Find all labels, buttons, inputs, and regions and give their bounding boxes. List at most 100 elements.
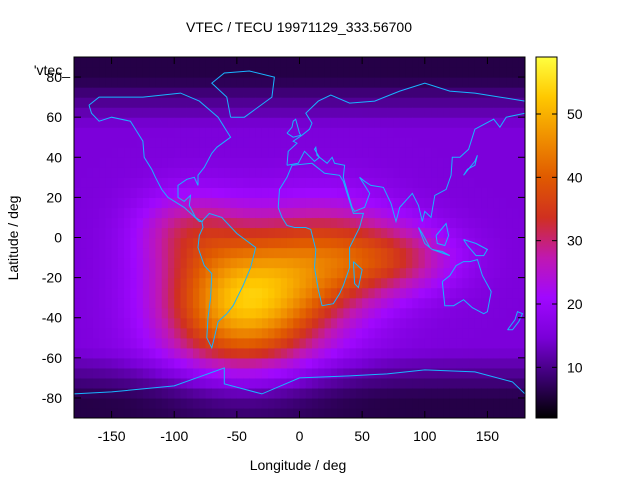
heat-cell: [174, 97, 182, 108]
heat-cell: [418, 317, 426, 329]
heat-cell: [449, 397, 457, 409]
heat-cell: [167, 337, 175, 349]
heat-cell: [481, 257, 489, 269]
heat-cell: [362, 117, 369, 128]
heat-cell: [362, 177, 369, 188]
heat-cell: [412, 337, 420, 349]
heat-cell: [124, 247, 131, 259]
heat-cell: [412, 267, 420, 279]
heat-cell: [405, 167, 413, 178]
heat-cell: [193, 357, 200, 369]
heat-cell: [236, 377, 244, 389]
heat-cell: [205, 327, 213, 339]
heat-cell: [180, 317, 188, 329]
heat-cell: [130, 387, 138, 399]
heat-cell: [487, 237, 495, 249]
heat-cell: [355, 267, 363, 279]
heat-cell: [130, 367, 138, 379]
heat-cell: [399, 97, 407, 108]
heat-cell: [468, 247, 476, 259]
heat-cell: [424, 57, 432, 68]
heat-cell: [261, 297, 269, 309]
heat-cell: [493, 177, 501, 188]
heat-cell: [330, 217, 338, 229]
heat-cell: [462, 217, 470, 229]
heat-cell: [205, 187, 213, 198]
heat-cell: [399, 137, 407, 148]
heat-cell: [155, 397, 163, 409]
heat-cell: [161, 317, 169, 329]
heat-cell: [124, 187, 131, 198]
heat-cell: [299, 67, 307, 78]
heat-cell: [324, 147, 332, 158]
heat-cell: [462, 77, 470, 88]
heat-cell: [318, 117, 326, 128]
heat-cell: [117, 377, 125, 389]
heat-cell: [286, 157, 294, 168]
heat-cell: [124, 357, 131, 369]
heat-cell: [518, 207, 525, 219]
heat-cell: [224, 187, 232, 198]
heat-cell: [456, 167, 463, 178]
heat-cell: [286, 297, 294, 309]
heat-cell: [393, 347, 401, 359]
heat-cell: [136, 197, 144, 209]
heat-cell: [111, 267, 119, 279]
heat-cell: [205, 357, 213, 369]
heat-cell: [424, 77, 432, 88]
heat-cell: [399, 77, 407, 88]
heat-cell: [261, 397, 269, 409]
heat-cell: [186, 247, 194, 259]
heat-cell: [443, 277, 451, 289]
heat-cell: [224, 277, 232, 289]
heat-cell: [405, 337, 413, 349]
heat-cell: [318, 77, 326, 88]
heat-cell: [512, 107, 520, 118]
heat-cell: [468, 117, 476, 128]
heat-cell: [180, 67, 188, 78]
heat-cell: [374, 287, 382, 299]
heat-cell: [487, 247, 495, 259]
heat-cell: [299, 227, 307, 239]
heat-cell: [130, 327, 138, 339]
heat-cell: [449, 377, 457, 389]
heat-cell: [437, 87, 445, 98]
heat-cell: [506, 307, 514, 319]
heat-cell: [286, 137, 294, 148]
heat-cell: [443, 67, 451, 78]
heat-cell: [243, 127, 250, 138]
heat-cell: [330, 347, 338, 359]
heat-cell: [512, 307, 520, 319]
heat-cell: [243, 177, 250, 188]
heat-cell: [393, 277, 401, 289]
heat-cell: [487, 107, 495, 118]
heat-cell: [468, 217, 476, 229]
heat-cell: [481, 267, 489, 279]
heat-cell: [174, 347, 182, 359]
heat-cell: [261, 87, 269, 98]
heat-cell: [255, 187, 263, 198]
heat-cell: [324, 367, 332, 379]
heat-cell: [506, 357, 514, 369]
heat-cell: [142, 117, 150, 128]
heat-cell: [449, 187, 457, 198]
heat-cell: [487, 257, 495, 269]
heat-cell: [362, 137, 369, 148]
heat-cell: [449, 137, 457, 148]
heat-cell: [136, 147, 144, 158]
heat-cell: [74, 217, 81, 229]
heat-cell: [337, 347, 344, 359]
heat-cell: [380, 107, 388, 118]
heat-cell: [468, 207, 476, 219]
heat-cell: [99, 117, 106, 128]
heat-cell: [462, 247, 470, 259]
heat-cell: [443, 137, 451, 148]
heat-cell: [211, 97, 219, 108]
heat-cell: [355, 57, 363, 68]
heat-cell: [230, 267, 238, 279]
heat-cell: [512, 167, 520, 178]
heat-cell: [243, 237, 250, 249]
heat-cell: [456, 187, 463, 198]
heat-cell: [136, 107, 144, 118]
heat-cell: [199, 397, 207, 409]
